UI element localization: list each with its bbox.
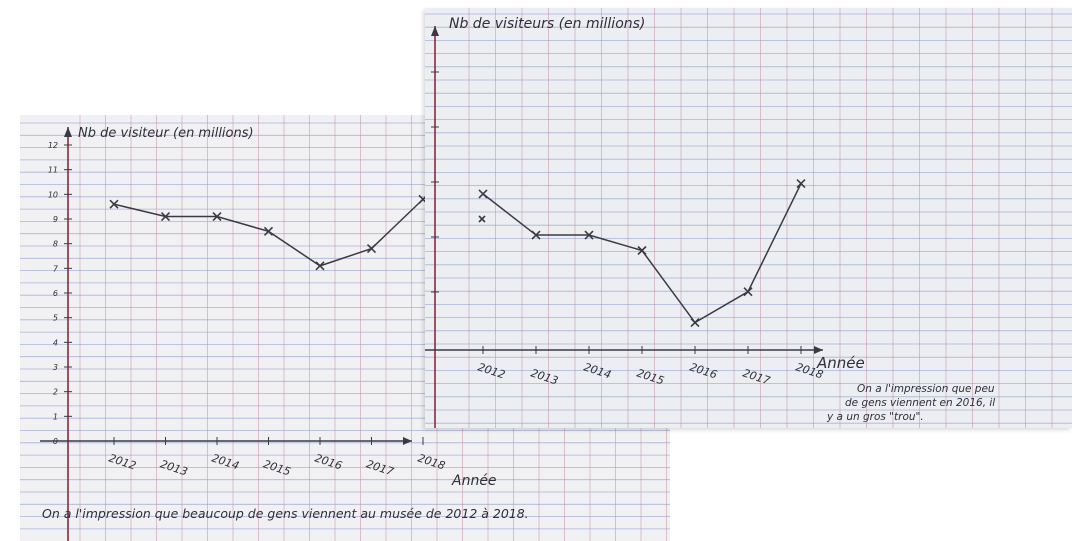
data-point — [796, 179, 806, 189]
data-point-stroke-b — [263, 226, 274, 236]
y-tick-label: 0 — [53, 437, 58, 446]
data-point — [263, 226, 274, 236]
data-point — [109, 199, 119, 209]
y-axis-arrow — [64, 127, 72, 137]
right-x-axis-label: Année — [816, 354, 865, 372]
right-caption-line-3: y a un gros "trou". — [826, 411, 924, 423]
y-tick-label: 8 — [53, 240, 58, 249]
right-caption-line-1: On a l'impression que peu — [857, 383, 995, 395]
right-grid — [425, 8, 1072, 428]
x-tick-label: 2016 — [313, 451, 344, 472]
data-point-stroke-b — [531, 230, 541, 240]
right-line-chart: 2012 2013 2014 2015 2016 2017 2018 Nb de visit… — [425, 8, 1072, 428]
x-tick-label: 2014 — [210, 451, 241, 472]
data-point-stroke-b — [160, 211, 171, 222]
y-tick-label: 1 — [53, 412, 58, 421]
data-point — [315, 261, 325, 271]
x-tick-label: 2015 — [635, 366, 666, 387]
left-y-axis-label: Nb de visiteur (en millions) — [78, 126, 254, 141]
data-point — [160, 211, 171, 222]
y-tick-label: 4 — [53, 338, 58, 347]
y-tick-label: 2 — [53, 388, 58, 397]
data-point-stroke-b — [315, 261, 325, 271]
x-tick-label: 2012 — [476, 360, 507, 381]
series-line — [482, 183, 802, 324]
data-point-stroke-b — [796, 179, 806, 189]
data-point — [366, 244, 377, 254]
data-point — [478, 189, 488, 199]
y-tick-label: 7 — [53, 264, 59, 273]
y-tick-label: 10 — [48, 190, 58, 199]
data-point-stroke-b — [743, 287, 753, 297]
right-axes — [425, 26, 823, 428]
x-axis-arrow — [814, 346, 823, 354]
right-caption-line-2: de gens viennent en 2016, il — [845, 397, 995, 409]
x-tick-label: 2015 — [262, 457, 293, 478]
y-tick-label: 12 — [48, 141, 58, 150]
x-tick-label: 2016 — [688, 360, 719, 381]
x-tick-label: 2017 — [365, 457, 396, 478]
left-axes — [40, 127, 412, 541]
data-point-stroke-b — [690, 317, 700, 328]
x-tick-label: 2014 — [582, 360, 613, 381]
data-point — [743, 287, 753, 297]
stray-mark — [478, 215, 486, 223]
data-point — [212, 211, 222, 222]
left-series — [109, 194, 428, 271]
left-caption: On a l'impression que beaucoup de gens v… — [42, 506, 529, 521]
y-tick-label: 9 — [53, 215, 58, 224]
x-tick-label: 2013 — [159, 457, 190, 478]
data-point-stroke-b — [366, 244, 377, 254]
x-tick-label: 2012 — [107, 451, 138, 472]
y-tick-label: 6 — [53, 289, 58, 298]
data-point-stroke-b — [109, 199, 119, 209]
x-axis-arrow — [403, 437, 412, 445]
y-tick-label: 5 — [53, 314, 58, 323]
y-tick-label: 11 — [48, 166, 58, 175]
data-point — [637, 245, 647, 256]
right-y-axis-label: Nb de visiteurs (en millions) — [449, 16, 645, 32]
right-chart-sheet: 2012 2013 2014 2015 2016 2017 2018 Nb de visit… — [425, 8, 1072, 428]
y-tick-label: 3 — [53, 363, 58, 372]
data-point-stroke-b — [584, 230, 594, 240]
x-tick-label: 2013 — [529, 366, 560, 387]
x-tick-label: 2017 — [741, 366, 772, 387]
data-point-stroke-b — [212, 211, 222, 222]
right-series — [478, 179, 806, 328]
data-point-stroke-b — [637, 245, 647, 256]
y-axis-arrow — [431, 26, 439, 36]
left-x-axis-label: Année — [451, 473, 497, 489]
data-point — [584, 230, 594, 240]
data-point — [531, 230, 541, 240]
data-point — [690, 317, 700, 328]
stray-mark-stroke-b — [478, 215, 486, 223]
right-caption: On a l'impression que peu de gens vienne… — [826, 383, 999, 423]
data-point-stroke-b — [478, 189, 488, 199]
x-tick-label: 2018 — [416, 451, 447, 472]
